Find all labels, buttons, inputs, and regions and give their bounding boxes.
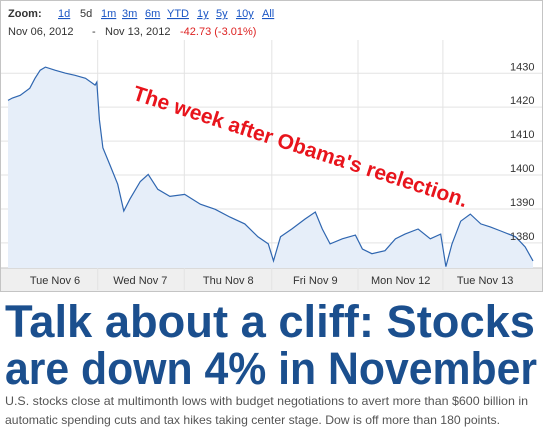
zoom-range: 5d	[80, 8, 92, 20]
zoom-range[interactable]: 1d	[58, 8, 70, 20]
x-tick-label: Wed Nov 7	[113, 275, 167, 287]
zoom-range[interactable]: YTD	[167, 8, 189, 20]
date-separator: -	[92, 26, 96, 38]
area-fill	[8, 67, 533, 268]
zoom-range[interactable]: 1y	[197, 8, 209, 20]
zoom-range[interactable]: 5y	[216, 8, 228, 20]
y-tick-label: 1390	[510, 197, 534, 209]
zoom-range[interactable]: 10y	[236, 8, 254, 20]
summary: U.S. stocks close at multimonth lows wit…	[5, 394, 528, 408]
date-start: Nov 06, 2012	[8, 26, 73, 38]
date-end: Nov 13, 2012	[105, 26, 170, 38]
x-tick-label: Tue Nov 6	[30, 275, 80, 287]
x-tick-label: Fri Nov 9	[293, 275, 338, 287]
zoom-range[interactable]: 6m	[145, 8, 160, 20]
y-tick-label: 1430	[510, 61, 534, 73]
x-tick-label: Tue Nov 13	[457, 275, 513, 287]
price-line	[7, 66, 534, 267]
zoom-label: Zoom:	[8, 8, 42, 20]
headline: are down 4% in November	[5, 343, 537, 394]
headline: Talk about a cliff: Stocks	[5, 296, 535, 347]
x-tick-label: Mon Nov 12	[371, 275, 430, 287]
y-tick-label: 1420	[510, 95, 534, 107]
price-change: -42.73 (-3.01%)	[180, 26, 256, 38]
plot	[1, 40, 542, 290]
y-tick-label: 1410	[510, 129, 534, 141]
zoom-range[interactable]: 3m	[122, 8, 137, 20]
zoom-range[interactable]: All	[262, 8, 274, 20]
y-tick-label: 1380	[510, 231, 534, 243]
x-tick-label: Thu Nov 8	[203, 275, 254, 287]
summary: automatic spending cuts and tax hikes ta…	[5, 413, 500, 427]
zoom-range[interactable]: 1m	[101, 8, 116, 20]
y-tick-label: 1400	[510, 163, 534, 175]
